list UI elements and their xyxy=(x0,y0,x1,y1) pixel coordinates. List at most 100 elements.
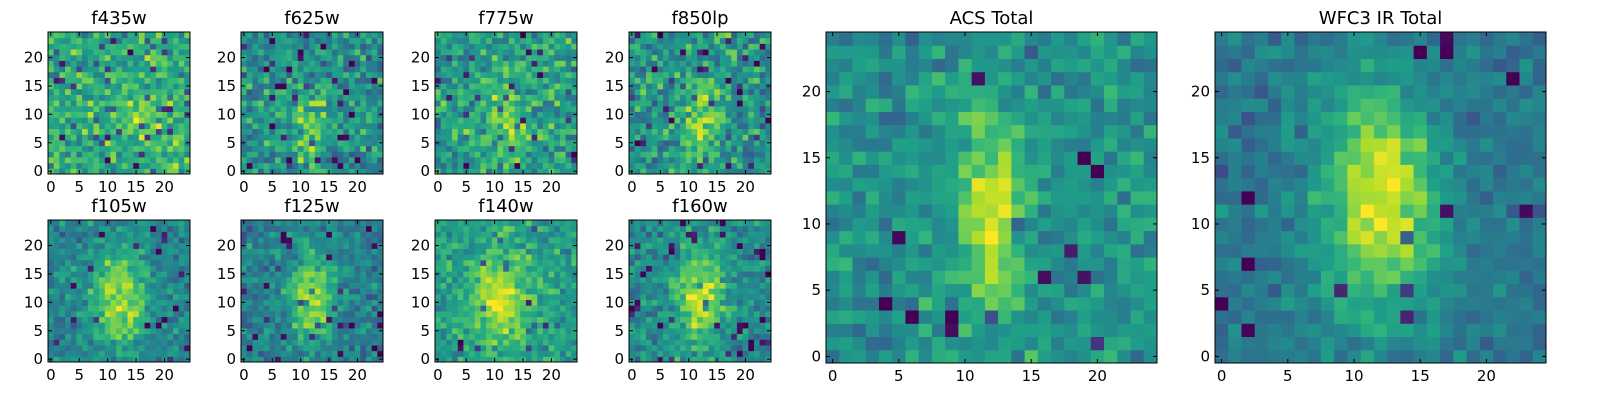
heatmap-cell xyxy=(486,100,493,107)
heatmap-cell xyxy=(486,168,493,175)
heatmap-cell xyxy=(674,88,681,95)
heatmap-cell xyxy=(104,162,111,169)
heatmap-cell xyxy=(241,145,248,152)
heatmap-cell xyxy=(508,151,516,158)
heatmap-cell xyxy=(320,88,327,95)
heatmap-cell xyxy=(497,339,504,346)
heatmap-cell xyxy=(731,134,738,141)
heatmap-cell xyxy=(70,350,77,357)
heatmap-cell xyxy=(542,77,550,84)
heatmap-cell xyxy=(640,122,647,130)
heatmap-cell xyxy=(161,94,168,101)
heatmap-cell xyxy=(314,231,322,238)
heatmap-cell xyxy=(280,293,287,301)
heatmap-cell xyxy=(531,333,538,340)
heatmap-cell xyxy=(348,37,356,44)
heatmap-cell xyxy=(646,77,653,84)
heatmap-cell xyxy=(714,344,721,352)
heatmap-cell xyxy=(514,66,521,73)
heatmap-cell xyxy=(275,77,282,84)
heatmap-cell xyxy=(93,259,100,266)
heatmap-cell xyxy=(354,134,361,141)
heatmap-cell xyxy=(99,344,106,352)
heatmap-cell xyxy=(469,162,476,169)
heatmap-cell xyxy=(753,66,761,73)
heatmap-cell xyxy=(537,299,544,306)
heatmap-cell xyxy=(463,350,470,357)
heatmap-cell xyxy=(303,151,310,158)
heatmap-cell xyxy=(331,322,339,329)
heatmap-cell xyxy=(440,265,447,272)
heatmap-cell xyxy=(765,71,772,78)
heatmap-cell xyxy=(680,151,687,158)
heatmap-cell xyxy=(371,231,378,238)
heatmap-cell xyxy=(133,339,140,346)
heatmap-cell xyxy=(446,94,453,101)
heatmap-cell xyxy=(503,339,510,346)
heatmap-cell xyxy=(685,327,692,335)
heatmap-cell xyxy=(531,254,538,261)
heatmap-cell xyxy=(646,117,653,124)
y-tick-label: 5 xyxy=(614,134,624,152)
heatmap-cell xyxy=(651,350,658,357)
heatmap-cell xyxy=(116,282,123,289)
heatmap-cell xyxy=(70,231,77,238)
heatmap-cell xyxy=(292,299,299,306)
heatmap-cell xyxy=(520,242,527,249)
heatmap-cell xyxy=(144,344,151,352)
heatmap-cell xyxy=(309,71,316,78)
heatmap-cell xyxy=(65,231,72,238)
heatmap-cell xyxy=(371,54,378,61)
heatmap-cell xyxy=(343,293,350,301)
heatmap-cell xyxy=(70,145,77,152)
heatmap-cell xyxy=(702,282,710,289)
heatmap-cell xyxy=(309,344,316,352)
heatmap-cell xyxy=(542,265,550,272)
heatmap-cell xyxy=(525,259,533,266)
heatmap-cell xyxy=(275,288,282,295)
heatmap-cell xyxy=(121,37,129,44)
heatmap-cell xyxy=(742,88,749,95)
heatmap-cell xyxy=(59,77,66,84)
heatmap-cell xyxy=(286,327,293,335)
x-tick-label: 15 xyxy=(707,178,726,196)
heatmap-cell xyxy=(70,128,77,135)
heatmap-cell xyxy=(365,231,373,238)
heatmap-cell xyxy=(531,220,538,227)
heatmap-cell xyxy=(440,276,447,283)
heatmap-cell xyxy=(440,128,447,135)
heatmap-cell xyxy=(292,117,299,124)
heatmap-cell xyxy=(275,54,282,61)
heatmap-cell xyxy=(753,293,761,301)
heatmap-cell xyxy=(474,276,481,283)
heatmap-cell xyxy=(155,71,163,78)
heatmap-cell xyxy=(548,322,555,329)
heatmap-cell xyxy=(280,225,287,232)
heatmap-cell xyxy=(719,333,727,340)
heatmap-cell xyxy=(343,54,350,61)
heatmap-cell xyxy=(155,60,163,67)
y-tick-label: 20 xyxy=(411,49,430,67)
heatmap-cell xyxy=(469,310,476,318)
heatmap-cell xyxy=(748,327,755,335)
heatmap-cell xyxy=(275,333,282,340)
heatmap-cell xyxy=(172,54,180,61)
heatmap-cell xyxy=(286,60,293,67)
heatmap-cell xyxy=(292,128,299,135)
heatmap-cell xyxy=(440,339,447,346)
heatmap-cell xyxy=(559,66,567,73)
heatmap-cell xyxy=(138,134,146,141)
heatmap-cell xyxy=(292,49,299,56)
heatmap-cell xyxy=(343,60,350,67)
heatmap-cell xyxy=(258,220,265,227)
heatmap-cell xyxy=(292,88,299,95)
heatmap-cell xyxy=(258,94,265,101)
heatmap-cell xyxy=(59,237,66,244)
heatmap-cell xyxy=(263,32,270,39)
x-tick-label: 15 xyxy=(126,366,145,384)
heatmap-cell xyxy=(150,122,157,130)
heatmap-cell xyxy=(571,282,578,289)
heatmap-cell xyxy=(269,111,276,118)
heatmap-cell xyxy=(685,350,692,357)
heatmap-cell xyxy=(104,259,111,266)
